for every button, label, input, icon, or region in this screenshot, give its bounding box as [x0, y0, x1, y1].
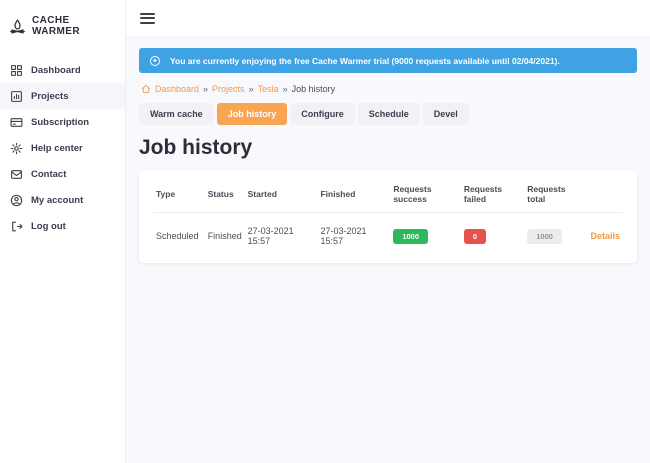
- sidebar-item-label: Subscription: [31, 116, 90, 128]
- hamburger-menu-icon[interactable]: [140, 10, 155, 26]
- cell-finished: 27-03-2021 15:57: [320, 226, 367, 246]
- cell-type: Scheduled: [156, 231, 199, 241]
- user-icon: [10, 194, 23, 207]
- tab-job-history[interactable]: Job history: [216, 103, 288, 125]
- content: You are currently enjoying the free Cach…: [126, 36, 650, 263]
- sidebar-item-help-center[interactable]: Help center: [0, 135, 125, 161]
- breadcrumb-separator: »: [282, 84, 288, 94]
- sidebar-item-dashboard[interactable]: Dashboard: [0, 57, 125, 83]
- logo[interactable]: CACHE WARMER: [0, 0, 125, 49]
- sidebar-item-projects[interactable]: Projects: [0, 83, 125, 109]
- main-area: You are currently enjoying the free Cach…: [126, 0, 650, 463]
- cell-requests-success: 1000: [390, 213, 461, 256]
- breadcrumb-link-dashboard[interactable]: Dashboard: [155, 84, 200, 94]
- sidebar-item-contact[interactable]: Contact: [0, 161, 125, 187]
- sidebar: CACHE WARMER Dashboard Projects Subscrip…: [0, 0, 126, 463]
- column-header-finished: Finished: [317, 174, 391, 213]
- breadcrumb-link-projects[interactable]: Projects: [212, 84, 245, 94]
- sidebar-item-label: Dashboard: [31, 64, 81, 76]
- sidebar-item-subscription[interactable]: Subscription: [0, 109, 125, 135]
- column-header-requests-total: Requests total: [524, 174, 586, 213]
- logout-icon: [10, 220, 23, 233]
- page-title: Job history: [139, 136, 253, 159]
- sidebar-item-label: My account: [31, 194, 84, 206]
- column-header-actions: [585, 174, 623, 213]
- success-count-badge: 1000: [393, 228, 428, 244]
- trial-banner-text: You are currently enjoying the free Cach…: [170, 55, 560, 66]
- column-header-type: Type: [153, 174, 205, 213]
- sidebar-item-label: Log out: [31, 220, 66, 232]
- details-link[interactable]: Details: [590, 231, 620, 241]
- column-header-started: Started: [244, 174, 318, 213]
- failed-count-badge: 0: [463, 228, 486, 244]
- column-header-requests-success: Requests success: [390, 174, 461, 213]
- envelope-icon: [10, 168, 23, 181]
- topbar: [126, 0, 650, 36]
- column-header-status: Status: [204, 174, 245, 213]
- breadcrumb-link-tesla[interactable]: Tesla: [257, 84, 279, 94]
- sidebar-item-label: Projects: [31, 90, 69, 102]
- bar-chart-icon: [10, 90, 23, 103]
- sidebar-item-label: Contact: [31, 168, 67, 180]
- cell-actions: Details: [585, 213, 623, 256]
- home-icon[interactable]: [141, 84, 151, 94]
- tab-schedule[interactable]: Schedule: [357, 103, 420, 125]
- project-tabs: Warm cache Job history Configure Schedul…: [139, 103, 637, 125]
- breadcrumb-separator: »: [248, 84, 254, 94]
- dashboard-grid-icon: [10, 64, 23, 77]
- total-count-badge: 1000: [527, 228, 562, 244]
- tab-devel[interactable]: Devel: [422, 103, 469, 125]
- cell-started: 27-03-2021 15:57: [247, 226, 294, 246]
- cell-requests-total: 1000: [524, 213, 585, 256]
- info-circle-icon: [149, 55, 161, 67]
- cell-requests-failed: 0: [461, 213, 524, 256]
- table-row: Scheduled Finished 27-03-2021 15:57 27-0…: [153, 213, 623, 256]
- sidebar-item-log-out[interactable]: Log out: [0, 213, 125, 239]
- sidebar-item-my-account[interactable]: My account: [0, 187, 125, 213]
- campfire-logo-icon: [9, 18, 26, 35]
- job-history-card: Type Status Started Finished Requests su…: [139, 170, 637, 263]
- trial-banner: You are currently enjoying the free Cach…: [139, 48, 637, 73]
- tab-warm-cache[interactable]: Warm cache: [139, 103, 214, 125]
- breadcrumb-current: Job history: [291, 84, 336, 94]
- gear-icon: [10, 142, 23, 155]
- sidebar-item-label: Help center: [31, 142, 83, 154]
- sidebar-nav: Dashboard Projects Subscription Help cen…: [0, 57, 125, 239]
- credit-card-icon: [10, 116, 23, 129]
- job-history-table: Type Status Started Finished Requests su…: [153, 174, 623, 255]
- breadcrumb-separator: »: [203, 84, 209, 94]
- cell-status: Finished: [207, 231, 242, 241]
- breadcrumb: Dashboard » Projects » Tesla » Job histo…: [141, 84, 635, 94]
- tab-configure[interactable]: Configure: [290, 103, 355, 125]
- app-title: CACHE WARMER: [32, 15, 80, 37]
- column-header-requests-failed: Requests failed: [460, 174, 525, 213]
- table-header-row: Type Status Started Finished Requests su…: [153, 174, 623, 213]
